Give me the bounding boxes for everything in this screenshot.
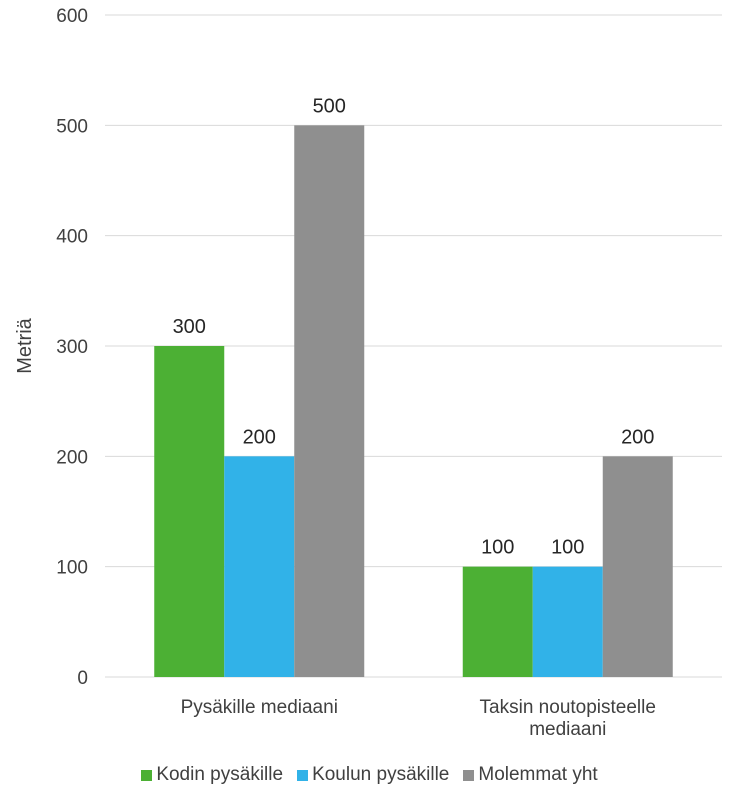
y-tick-label: 0: [77, 668, 88, 689]
data-label: 100: [481, 537, 514, 559]
legend-label: Molemmat yht: [478, 764, 598, 785]
y-tick-label: 200: [56, 447, 88, 468]
y-tick-label: 600: [56, 6, 88, 27]
y-axis-ticks: 0 100 200 300 400 500 600: [56, 6, 88, 689]
legend-swatch: [141, 769, 153, 781]
bar: [462, 566, 533, 677]
legend-label: Koulun pysäkille: [312, 764, 450, 785]
data-label: 200: [243, 426, 276, 448]
bar: [602, 456, 673, 677]
legend: Kodin pysäkille Koulun pysäkille Molemmat …: [0, 764, 739, 786]
category-label: Pysäkille mediaani: [181, 697, 338, 718]
y-tick-label: 500: [56, 116, 88, 137]
legend-item: Koulun pysäkille: [297, 764, 449, 786]
legend-item: Kodin pysäkille: [141, 764, 283, 786]
legend-swatch: [463, 769, 475, 781]
legend-swatch: [297, 769, 309, 781]
bar: [154, 346, 225, 677]
data-label: 500: [313, 95, 346, 117]
data-labels: 300 200 500 100 100 200: [173, 95, 655, 558]
legend-item: Molemmat yht: [463, 764, 598, 786]
category-label: mediaani: [529, 719, 606, 740]
y-tick-label: 100: [56, 558, 88, 579]
data-label: 100: [551, 537, 584, 559]
data-label: 300: [173, 316, 206, 338]
y-axis-label: Metriä: [14, 317, 36, 373]
bar: [224, 456, 295, 677]
category-label: Taksin noutopisteelle: [480, 697, 656, 718]
bar: [294, 125, 365, 678]
y-tick-label: 400: [56, 227, 88, 248]
legend-label: Kodin pysäkille: [156, 764, 284, 785]
bar: [532, 566, 603, 677]
bar-chart: 0 100 200 300 400 500 600 Metriä 300 200 500 100 1…: [14, 6, 722, 740]
y-tick-label: 300: [56, 337, 88, 358]
data-label: 200: [621, 426, 654, 448]
category-labels: Pysäkille mediaani Taksin noutopisteellem…: [181, 697, 656, 740]
bars: [154, 125, 673, 678]
